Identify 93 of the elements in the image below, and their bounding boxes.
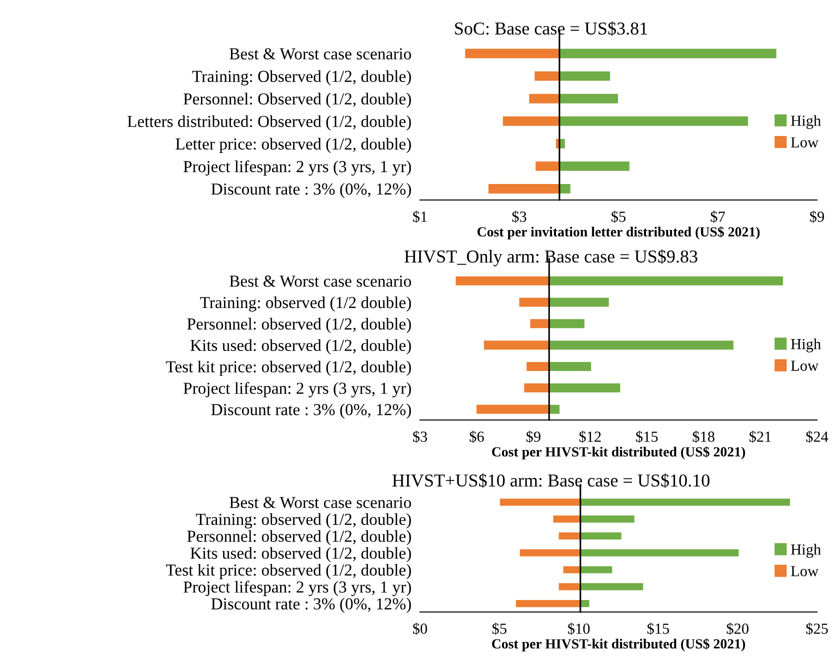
y-tick-label: Best & Worst case scenario (230, 276, 412, 287)
bar (488, 184, 560, 194)
bar (580, 549, 739, 556)
x-tick-label: $9 (526, 430, 540, 443)
bar (549, 404, 560, 414)
bar (559, 94, 618, 104)
bar (526, 362, 550, 371)
bar (559, 71, 610, 81)
x-tick-label: $9 (810, 210, 824, 223)
bar (559, 138, 565, 148)
y-tick-label: Letters distributed: Observed (1/2, double) (127, 115, 411, 130)
bar (534, 71, 560, 81)
x-tick-label: $10 (568, 622, 590, 635)
chart-title: HIVST_Only arm: Base case = US$9.83 (404, 249, 698, 266)
x-tick-label: $7 (710, 210, 725, 223)
y-tick-label: Discount rate : 3% (0%, 12%) (211, 182, 411, 198)
legend-label: Low (791, 137, 818, 148)
y-tick-label: Project lifespan: 2 yrs (3 yrs, 1 yr) (183, 382, 411, 398)
bar (529, 94, 560, 104)
x-axis-title: Cost per invitation letter distributed (US$ 2021) (477, 226, 760, 240)
bar (549, 383, 620, 392)
y-tick-label: Best & Worst case scenario (230, 48, 412, 60)
bar (520, 549, 580, 556)
chart-title: HIVST+US$10 arm: Base case = US$10.10 (392, 473, 710, 488)
y-tick-label: Best & Worst case scenario (230, 496, 412, 508)
y-tick-label: Test kit price: observed (1/2, double) (166, 564, 411, 580)
legend-label: Low (791, 566, 818, 576)
y-tick-label: Personnel: observed (1/2, double) (187, 530, 411, 546)
x-tick-label: $20 (726, 622, 748, 635)
y-tick-label: Personnel: observed (1/2, double) (187, 318, 411, 333)
y-tick-label: Kits used: observed (1/2, double) (190, 339, 411, 354)
bar (524, 383, 550, 392)
legend-label: High (791, 115, 821, 129)
bar (558, 532, 580, 540)
bar (500, 498, 580, 506)
bar (558, 583, 580, 590)
bar (519, 298, 550, 307)
y-tick-label: Training: observed (1/2, double) (196, 513, 411, 528)
x-axis-title: Cost per HIVST-kit distributed (US$ 2021) (492, 638, 746, 652)
bar (502, 116, 560, 126)
bar (549, 362, 592, 371)
x-tick-label: $12 (579, 430, 601, 443)
bar (580, 566, 612, 574)
x-tick-label: $6 (470, 430, 484, 443)
bar (559, 161, 630, 171)
bar (580, 583, 644, 590)
bar (530, 319, 550, 328)
x-tick-label: $3 (413, 430, 428, 443)
x-tick-label: $15 (647, 622, 670, 635)
bar (516, 600, 580, 608)
x-tick-label: $18 (692, 430, 714, 443)
bar (476, 404, 550, 414)
bar (580, 532, 622, 540)
bar (536, 161, 560, 171)
bar (580, 600, 590, 608)
bar (549, 276, 783, 286)
bar (553, 515, 580, 523)
bar (580, 498, 790, 506)
y-tick-label: Personnel: Observed (1/2, double) (183, 92, 411, 108)
x-tick-label: $1 (413, 210, 427, 223)
y-tick-label: Project lifespan: 2 yrs (3 yrs, 1 yr) (183, 160, 411, 176)
bar (465, 48, 560, 58)
legend-label: Low (791, 360, 818, 371)
y-tick-label: Discount rate : 3% (0%, 12%) (211, 404, 411, 419)
x-tick-label: $5 (612, 210, 626, 223)
y-tick-label: Training: Observed (1/2, double) (192, 70, 411, 86)
bar (563, 566, 580, 574)
y-tick-label: Kits used: observed (1/2, double) (190, 547, 411, 562)
x-axis-title: Cost per HIVST-kit distributed (US$ 2021) (492, 446, 746, 460)
x-tick-label: $0 (413, 622, 428, 635)
y-tick-label: Project lifespan: 2 yrs (3 yrs, 1 yr) (183, 580, 411, 596)
y-tick-label: Training: observed (1/2 double) (200, 296, 411, 312)
legend-label: High (791, 544, 821, 558)
bar (549, 340, 734, 350)
y-tick-label: Test kit price: observed (1/2, double) (166, 360, 411, 376)
y-tick-label: Letter price: observed (1/2, double) (176, 138, 411, 153)
x-tick-label: $25 (806, 622, 828, 635)
legend-label: High (791, 338, 821, 352)
x-tick-label: $5 (492, 622, 506, 635)
x-tick-label: $21 (749, 430, 771, 443)
bar (559, 116, 748, 126)
bar (559, 184, 570, 194)
bar (484, 340, 550, 350)
bar (549, 319, 584, 328)
bar (580, 515, 634, 523)
bar (559, 48, 776, 58)
chart-title: SoC: Base case = US$3.81 (455, 21, 648, 36)
bar (456, 276, 550, 286)
x-tick-label: $24 (806, 430, 828, 443)
x-tick-label: $3 (512, 210, 526, 223)
bar (549, 298, 609, 307)
x-tick-label: $15 (636, 430, 658, 443)
y-tick-label: Discount rate : 3% (0%, 12%) (211, 598, 411, 613)
